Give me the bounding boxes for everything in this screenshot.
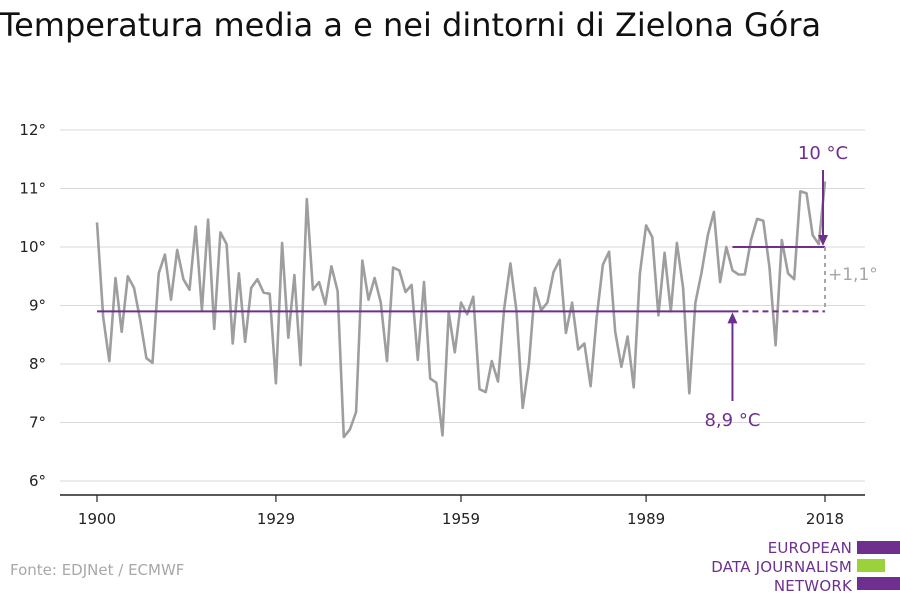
recent-mean-label: 10 °C [798, 143, 848, 164]
y-tick-label-11: 11° [19, 180, 46, 198]
y-axis-tick-labels: 6° 7° 8° 9° 10° 11° 12° [19, 121, 46, 490]
y-tick-label-7: 7° [29, 414, 46, 432]
logo-bar-2 [857, 559, 885, 572]
logo-line-1: EUROPEAN [767, 539, 852, 557]
baseline-arrow-head [727, 312, 738, 324]
edjnet-logo: EUROPEAN DATA JOURNALISM NETWORK [700, 538, 900, 598]
logo-line-3: NETWORK [773, 577, 852, 595]
baseline-label: 8,9 °C [704, 410, 760, 431]
logo-bar-3 [857, 577, 900, 590]
y-tick-label-6: 6° [29, 472, 46, 490]
grid-lines [60, 129, 865, 482]
annotations: +1,1° 10 °C 8,9 °C [97, 143, 878, 431]
series-line-0 [95, 181, 827, 439]
delta-label: +1,1° [828, 265, 878, 285]
source-note: Fonte: EDJNet / ECMWF [10, 561, 185, 579]
x-axis: 1900 1929 1959 1989 2018 [60, 494, 865, 528]
logo-bar-1 [857, 541, 900, 554]
series-layer [95, 181, 827, 439]
x-tick-label-1989: 1989 [627, 510, 665, 528]
y-tick-label-10: 10° [19, 238, 46, 256]
y-tick-label-9: 9° [29, 297, 46, 315]
chart-title: Temperatura media a e nei dintorni di Zi… [0, 6, 822, 44]
x-tick-label-1900: 1900 [78, 510, 116, 528]
x-tick-label-1929: 1929 [257, 510, 295, 528]
logo-line-2: DATA JOURNALISM [711, 558, 852, 576]
recent-arrow-head [818, 235, 828, 246]
x-tick-label-1959: 1959 [442, 510, 480, 528]
y-tick-label-12: 12° [19, 121, 46, 139]
y-tick-label-8: 8° [29, 355, 46, 373]
x-tick-label-2018: 2018 [806, 510, 844, 528]
